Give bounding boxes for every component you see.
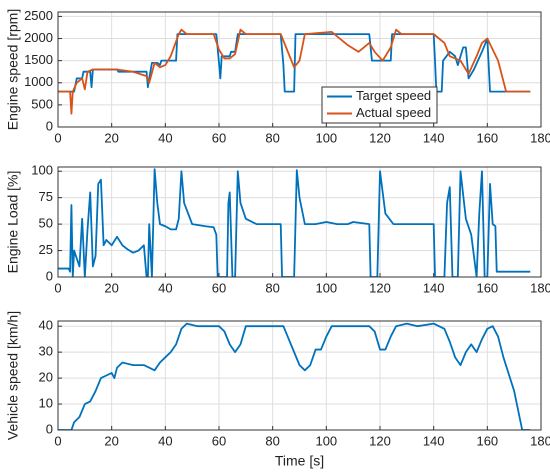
x-tick-label: 80 — [265, 280, 279, 295]
x-tick-label: 0 — [54, 280, 61, 295]
x-tick-label: 0 — [54, 433, 61, 448]
x-tick-label: 40 — [158, 280, 172, 295]
x-tick-label: 0 — [54, 130, 61, 145]
x-tick-label: 140 — [423, 130, 445, 145]
x-tick-label: 20 — [104, 130, 118, 145]
y-tick-label: 0 — [46, 118, 53, 133]
x-tick-label: 40 — [158, 433, 172, 448]
x-tick-label: 180 — [530, 433, 550, 448]
x-tick-label: 100 — [315, 280, 337, 295]
x-tick-label: 180 — [530, 130, 550, 145]
x-tick-label: 160 — [476, 280, 498, 295]
x-tick-label: 120 — [369, 280, 391, 295]
y-tick-label: 75 — [39, 189, 53, 204]
y-tick-label: 40 — [39, 318, 53, 333]
x-tick-label: 100 — [315, 433, 337, 448]
series-line — [58, 168, 531, 277]
y-tick-label: 25 — [39, 242, 53, 257]
y-tick-label: 20 — [39, 370, 53, 385]
legend-label: Target speed — [356, 88, 431, 103]
x-tick-label: 20 — [104, 280, 118, 295]
y-tick-label: 50 — [39, 216, 53, 231]
y-tick-label: 2500 — [24, 8, 53, 23]
x-tick-label: 60 — [212, 433, 226, 448]
y-tick-label: 2000 — [24, 30, 53, 45]
x-tick-label: 160 — [476, 433, 498, 448]
y-tick-label: 1000 — [24, 74, 53, 89]
x-tick-label: 120 — [369, 130, 391, 145]
y-tick-label: 30 — [39, 344, 53, 359]
y-tick-label: 0 — [46, 268, 53, 283]
x-tick-label: 120 — [369, 433, 391, 448]
series-line — [58, 28, 531, 115]
x-tick-label: 60 — [212, 280, 226, 295]
x-tick-label: 20 — [104, 433, 118, 448]
y-tick-label: 100 — [31, 163, 53, 178]
x-tick-label: 80 — [265, 433, 279, 448]
y-axis-label: Vehicle speed [km/h] — [5, 311, 21, 440]
legend-label: Actual speed — [356, 105, 431, 120]
axes-box — [57, 11, 542, 128]
x-tick-label: 60 — [212, 130, 226, 145]
x-tick-label: 160 — [476, 130, 498, 145]
x-tick-label: 140 — [423, 280, 445, 295]
x-tick-label: 40 — [158, 130, 172, 145]
x-tick-label: 180 — [530, 280, 550, 295]
y-tick-label: 500 — [31, 96, 53, 111]
axes-box — [57, 320, 542, 431]
x-tick-label: 140 — [423, 433, 445, 448]
legend-box — [321, 86, 438, 124]
y-axis-label: Engine Load [%] — [5, 171, 21, 274]
y-tick-label: 1500 — [24, 52, 53, 67]
y-tick-label: 10 — [39, 395, 53, 410]
series-line — [58, 322, 531, 430]
x-tick-label: 80 — [265, 130, 279, 145]
x-axis-label: Time [s] — [275, 453, 324, 469]
x-tick-label: 100 — [315, 130, 337, 145]
y-axis-label: Engine speed [rpm] — [5, 9, 21, 130]
axes-box — [57, 166, 542, 278]
y-tick-label: 0 — [46, 421, 53, 436]
